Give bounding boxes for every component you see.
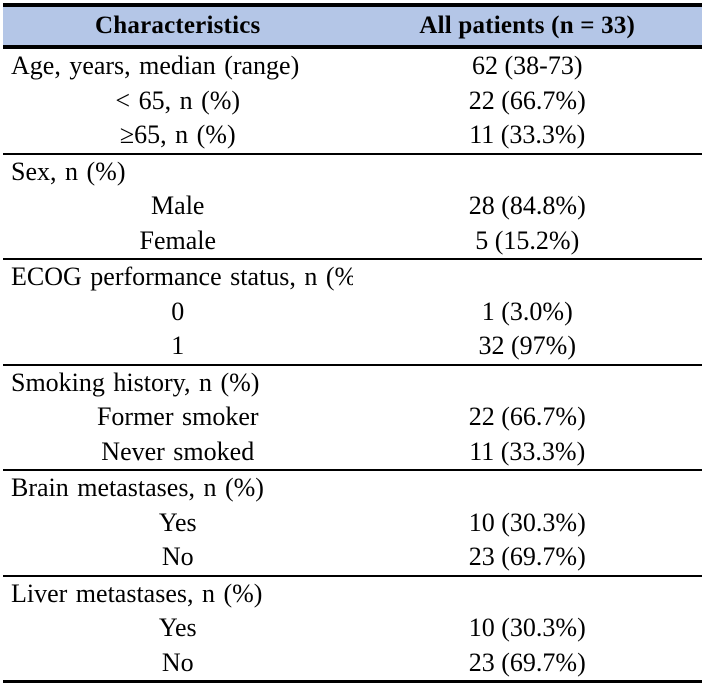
row-value: 10 (30.3%) — [468, 507, 586, 537]
row-label: Never smoked — [101, 436, 255, 466]
table-row: Former smoker 22 (66.7%) — [3, 400, 702, 435]
row-value: 32 (97%) — [478, 331, 576, 360]
table-header-row: Characteristics All patients (n = 33) — [3, 7, 702, 49]
row-value: 11 (33.3%) — [469, 436, 586, 466]
patient-characteristics-table: Characteristics All patients (n = 33) Ag… — [3, 3, 702, 683]
table-row: Never smoked 11 (33.3%) — [3, 435, 702, 470]
table-row: No 23 (69.7%) — [3, 540, 702, 575]
row-label: 0 — [171, 296, 185, 326]
table-row: 1 32 (97%) — [3, 329, 702, 364]
row-label: No — [161, 542, 194, 571]
row-value: 22 (66.7%) — [468, 402, 586, 431]
row-label: No — [161, 647, 194, 677]
row-value: 23 (69.7%) — [468, 647, 586, 677]
table-row: < 65, n (%) 22 (66.7%) — [3, 84, 702, 119]
table-row: Liver metastases, n (%) — [3, 577, 702, 612]
row-label: Male — [151, 191, 205, 220]
table-section: Smoking history, n (%) Former smoker 22 … — [3, 366, 702, 471]
row-label: Former smoker — [96, 402, 259, 431]
row-value: 11 (33.3%) — [469, 120, 586, 149]
row-value: 1 (3.0%) — [481, 296, 573, 326]
row-value: 28 (84.8%) — [468, 191, 586, 220]
row-label: Sex, n (%) — [11, 156, 126, 186]
row-value: 10 (30.3%) — [468, 613, 586, 642]
table-row: Female 5 (15.2%) — [3, 224, 702, 259]
row-label: < 65, n (%) — [115, 85, 241, 115]
table-section: Liver metastases, n (%) Yes 10 (30.3%) N… — [3, 577, 702, 681]
row-value: 23 (69.7%) — [468, 542, 586, 571]
row-label: ECOG performance status, n (%) — [11, 262, 353, 291]
row-label: Yes — [158, 507, 197, 537]
table-row: 0 1 (3.0%) — [3, 295, 702, 330]
row-label: Yes — [158, 613, 197, 642]
row-label: Brain metastases, n (%) — [11, 473, 264, 502]
row-value: 22 (66.7%) — [468, 85, 586, 115]
row-label: Female — [139, 225, 217, 255]
table-row: ≥65, n (%) 11 (33.3%) — [3, 118, 702, 153]
table-row: Age, years, median (range) 62 (38-73) — [3, 49, 702, 84]
table-row: Brain metastases, n (%) — [3, 471, 702, 506]
table-body: Age, years, median (range) 62 (38-73) < … — [3, 49, 702, 680]
column-header-characteristics: Characteristics — [95, 12, 261, 39]
row-label: Age, years, median (range) — [11, 51, 300, 80]
table-row: Male 28 (84.8%) — [3, 189, 702, 224]
row-label: Liver metastases, n (%) — [11, 578, 263, 608]
table-row: ECOG performance status, n (%) — [3, 260, 702, 295]
row-value: 62 (38-73) — [472, 51, 583, 80]
row-label: Smoking history, n (%) — [11, 367, 260, 397]
table-section: Brain metastases, n (%) Yes 10 (30.3%) N… — [3, 471, 702, 577]
table-row: Smoking history, n (%) — [3, 366, 702, 401]
column-header-all-patients: All patients (n = 33) — [419, 12, 636, 39]
row-label: ≥65, n (%) — [119, 120, 236, 149]
table-section: ECOG performance status, n (%) 0 1 (3.0%… — [3, 260, 702, 366]
row-label: 1 — [171, 331, 185, 360]
table-section: Age, years, median (range) 62 (38-73) < … — [3, 49, 702, 155]
row-value: 5 (15.2%) — [475, 225, 580, 255]
table-row: Yes 10 (30.3%) — [3, 506, 702, 541]
table-row: Yes 10 (30.3%) — [3, 611, 702, 646]
table-section: Sex, n (%) Male 28 (84.8%) Female 5 (15.… — [3, 155, 702, 260]
table-row: Sex, n (%) — [3, 155, 702, 190]
table-row: No 23 (69.7%) — [3, 646, 702, 681]
